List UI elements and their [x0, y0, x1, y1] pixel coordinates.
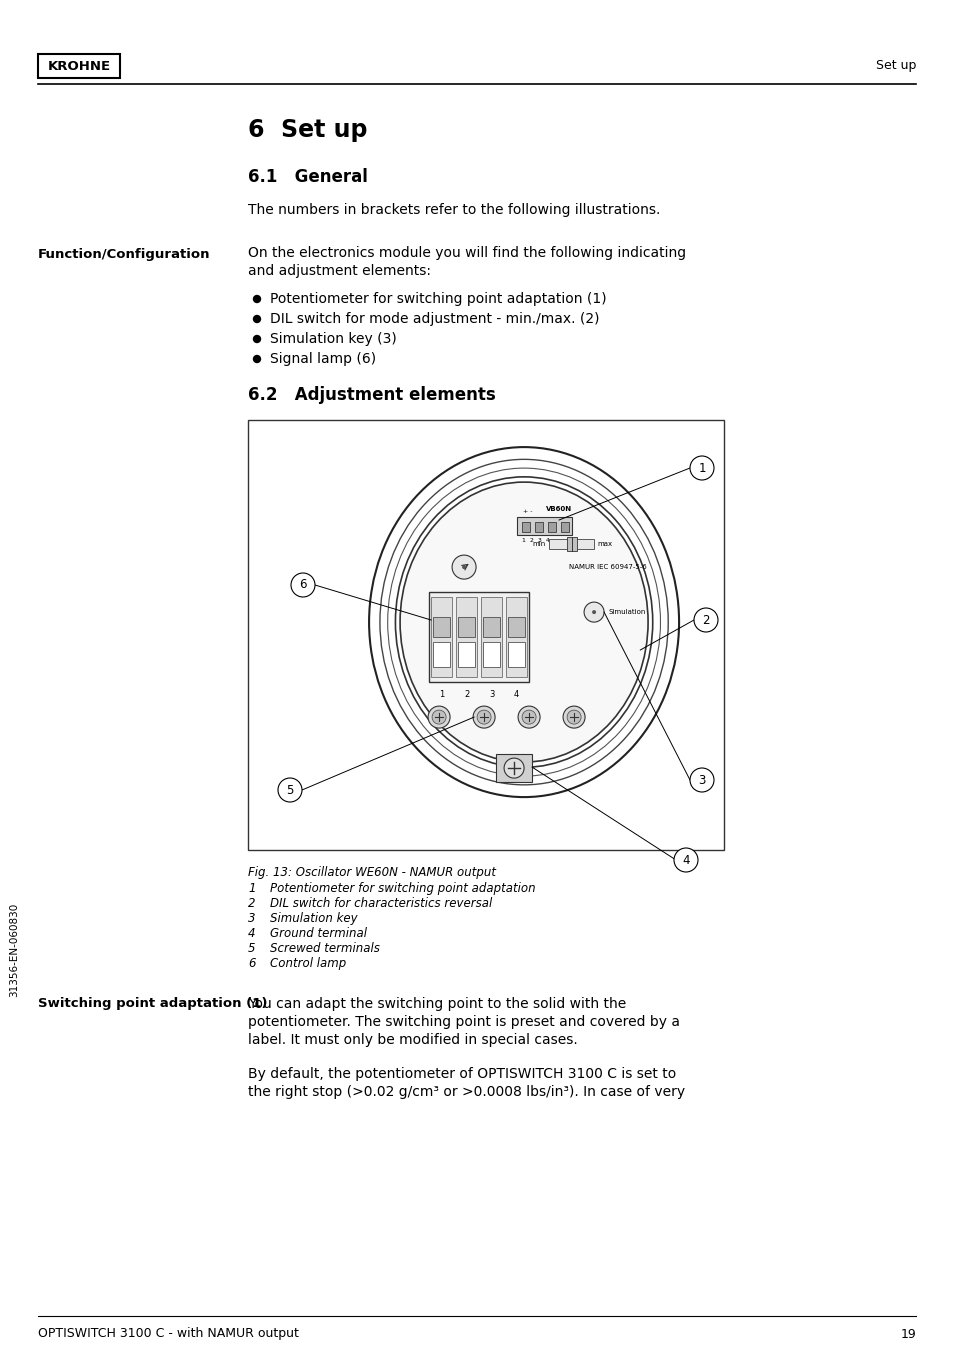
Text: 3: 3 — [488, 690, 494, 699]
Text: Signal lamp (6): Signal lamp (6) — [270, 352, 375, 366]
Bar — [433, 617, 450, 637]
Text: 3: 3 — [698, 773, 705, 787]
Text: 1: 1 — [248, 882, 255, 895]
Text: Ground terminal: Ground terminal — [270, 927, 367, 940]
Text: Set up: Set up — [875, 59, 915, 73]
Text: 4: 4 — [681, 853, 689, 867]
Text: potentiometer. The switching point is preset and covered by a: potentiometer. The switching point is pr… — [248, 1015, 679, 1029]
Circle shape — [291, 573, 314, 598]
Bar — [505, 598, 526, 677]
Bar — [508, 642, 524, 667]
Text: Control lamp: Control lamp — [270, 957, 346, 969]
Text: DIL switch for characteristics reversal: DIL switch for characteristics reversal — [270, 896, 492, 910]
Text: Function/Configuration: Function/Configuration — [38, 247, 211, 261]
Circle shape — [461, 565, 466, 569]
Text: You can adapt the switching point to the solid with the: You can adapt the switching point to the… — [248, 996, 625, 1011]
Bar — [535, 522, 542, 533]
Circle shape — [476, 710, 491, 725]
Circle shape — [253, 356, 260, 362]
Text: 6.1   General: 6.1 General — [248, 168, 368, 187]
Text: 2: 2 — [701, 614, 709, 626]
Bar — [508, 617, 524, 637]
Text: label. It must only be modified in special cases.: label. It must only be modified in speci… — [248, 1033, 578, 1046]
Text: Potentiometer for switching point adaptation: Potentiometer for switching point adapta… — [270, 882, 535, 895]
Circle shape — [277, 777, 302, 802]
Text: On the electronics module you will find the following indicating: On the electronics module you will find … — [248, 246, 685, 260]
Text: NAMUR IEC 60947-5-6: NAMUR IEC 60947-5-6 — [569, 564, 646, 571]
Bar — [521, 522, 530, 533]
Bar — [429, 592, 529, 683]
Text: 1: 1 — [698, 461, 705, 475]
Text: 5: 5 — [248, 942, 255, 955]
Circle shape — [673, 848, 698, 872]
Text: and adjustment elements:: and adjustment elements: — [248, 264, 431, 279]
Circle shape — [689, 456, 713, 480]
Text: Simulation key (3): Simulation key (3) — [270, 333, 396, 346]
Bar — [560, 522, 569, 533]
Bar — [456, 598, 476, 677]
Circle shape — [452, 556, 476, 579]
Bar — [517, 516, 572, 535]
Text: The numbers in brackets refer to the following illustrations.: The numbers in brackets refer to the fol… — [248, 203, 659, 218]
Text: + -: + - — [522, 510, 532, 514]
Circle shape — [253, 315, 260, 323]
Text: 4: 4 — [248, 927, 255, 940]
Bar — [433, 642, 450, 667]
Text: By default, the potentiometer of OPTISWITCH 3100 C is set to: By default, the potentiometer of OPTISWI… — [248, 1067, 676, 1082]
Bar — [457, 642, 475, 667]
Circle shape — [592, 610, 596, 614]
Text: 2: 2 — [463, 690, 469, 699]
Bar — [549, 539, 594, 549]
Text: Potentiometer for switching point adaptation (1): Potentiometer for switching point adapta… — [270, 292, 606, 306]
Circle shape — [566, 710, 580, 725]
Text: 31356-EN-060830: 31356-EN-060830 — [9, 903, 19, 998]
Text: 5: 5 — [286, 784, 294, 796]
Text: VB60N: VB60N — [545, 506, 572, 512]
Bar — [457, 617, 475, 637]
Bar — [566, 537, 577, 552]
Text: 1  2  3  4: 1 2 3 4 — [521, 538, 549, 544]
Text: Simulation key: Simulation key — [270, 913, 357, 925]
Text: 1: 1 — [438, 690, 444, 699]
Text: Switching point adaptation (1): Switching point adaptation (1) — [38, 996, 267, 1010]
Circle shape — [253, 296, 260, 303]
Circle shape — [583, 602, 603, 622]
Text: 6.2   Adjustment elements: 6.2 Adjustment elements — [248, 387, 496, 404]
Bar — [248, 420, 723, 850]
Ellipse shape — [399, 483, 647, 763]
Circle shape — [562, 706, 584, 729]
Circle shape — [689, 768, 713, 792]
Bar — [496, 754, 532, 781]
Text: OPTISWITCH 3100 C - with NAMUR output: OPTISWITCH 3100 C - with NAMUR output — [38, 1328, 298, 1340]
Text: 2: 2 — [248, 896, 255, 910]
Bar — [482, 617, 499, 637]
Circle shape — [521, 710, 536, 725]
Text: KROHNE: KROHNE — [48, 59, 111, 73]
Circle shape — [517, 706, 539, 729]
Circle shape — [432, 710, 446, 725]
Circle shape — [693, 608, 718, 631]
Text: 6  Set up: 6 Set up — [248, 118, 367, 142]
Text: 6: 6 — [248, 957, 255, 969]
Bar — [38, 54, 120, 78]
Text: min: min — [533, 541, 545, 548]
Bar — [482, 642, 499, 667]
Text: Fig. 13: Oscillator WE60N - NAMUR output: Fig. 13: Oscillator WE60N - NAMUR output — [248, 867, 496, 879]
Bar — [548, 522, 556, 533]
Circle shape — [428, 706, 450, 729]
Text: max: max — [597, 541, 612, 548]
Circle shape — [503, 758, 523, 779]
Text: 19: 19 — [900, 1328, 915, 1340]
Bar — [480, 598, 501, 677]
Text: 4: 4 — [514, 690, 518, 699]
Bar — [431, 598, 452, 677]
Circle shape — [253, 335, 260, 342]
Circle shape — [473, 706, 495, 729]
Text: 6: 6 — [299, 579, 307, 592]
Text: 3: 3 — [248, 913, 255, 925]
Text: Simulation: Simulation — [607, 610, 645, 615]
Text: the right stop (>0.02 g/cm³ or >0.0008 lbs/in³). In case of very: the right stop (>0.02 g/cm³ or >0.0008 l… — [248, 1086, 684, 1099]
Text: Screwed terminals: Screwed terminals — [270, 942, 379, 955]
Text: DIL switch for mode adjustment - min./max. (2): DIL switch for mode adjustment - min./ma… — [270, 312, 598, 326]
